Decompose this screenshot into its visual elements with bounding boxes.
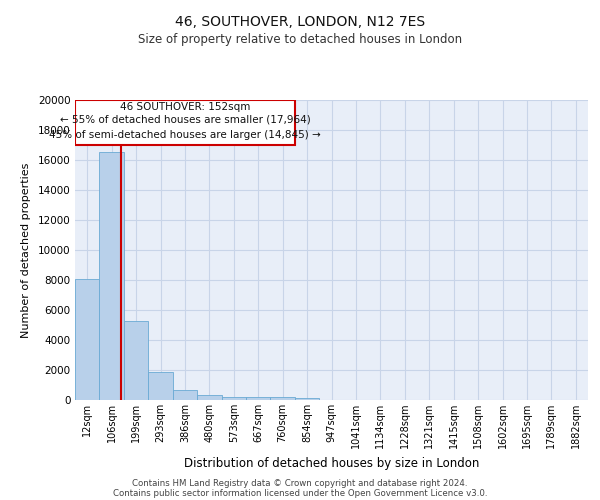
Bar bbox=[246, 397, 271, 400]
Bar bbox=[271, 398, 295, 400]
Bar bbox=[221, 396, 246, 400]
Bar bbox=[197, 395, 221, 400]
X-axis label: Distribution of detached houses by size in London: Distribution of detached houses by size … bbox=[184, 456, 479, 469]
Bar bbox=[100, 152, 124, 400]
Y-axis label: Number of detached properties: Number of detached properties bbox=[21, 162, 31, 338]
Bar bbox=[75, 100, 295, 145]
Bar bbox=[124, 320, 148, 400]
Text: 46, SOUTHOVER, LONDON, N12 7ES: 46, SOUTHOVER, LONDON, N12 7ES bbox=[175, 15, 425, 29]
Text: 46 SOUTHOVER: 152sqm: 46 SOUTHOVER: 152sqm bbox=[120, 102, 250, 113]
Text: Contains public sector information licensed under the Open Government Licence v3: Contains public sector information licen… bbox=[113, 488, 487, 498]
Text: Size of property relative to detached houses in London: Size of property relative to detached ho… bbox=[138, 32, 462, 46]
Bar bbox=[148, 372, 173, 400]
Text: 45% of semi-detached houses are larger (14,845) →: 45% of semi-detached houses are larger (… bbox=[49, 130, 321, 140]
Bar bbox=[173, 390, 197, 400]
Bar bbox=[295, 398, 319, 400]
Text: Contains HM Land Registry data © Crown copyright and database right 2024.: Contains HM Land Registry data © Crown c… bbox=[132, 478, 468, 488]
Text: ← 55% of detached houses are smaller (17,964): ← 55% of detached houses are smaller (17… bbox=[59, 114, 310, 124]
Bar bbox=[75, 278, 100, 400]
